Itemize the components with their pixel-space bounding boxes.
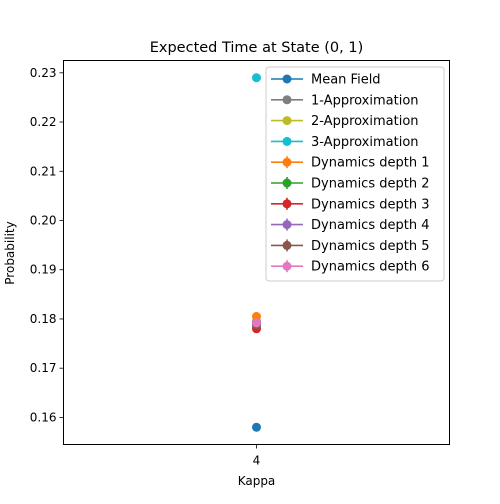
legend-marker bbox=[282, 157, 292, 167]
data-point bbox=[252, 422, 261, 432]
x-axis-label: Kappa bbox=[238, 474, 276, 488]
y-tick-label: 0.22 bbox=[30, 115, 57, 129]
legend-label: 1-Approximation bbox=[311, 93, 419, 108]
y-tick-label: 0.16 bbox=[30, 410, 57, 424]
y-tick-label: 0.21 bbox=[30, 164, 57, 178]
plot-frame bbox=[63, 60, 450, 445]
legend-marker bbox=[282, 261, 292, 271]
legend-label: Dynamics depth 1 bbox=[311, 156, 429, 171]
x-axis-ticks: 4 bbox=[253, 444, 261, 468]
legend-marker bbox=[282, 95, 292, 105]
data-point bbox=[252, 318, 261, 328]
legend-label: Dynamics depth 3 bbox=[311, 197, 429, 212]
legend-label: Dynamics depth 5 bbox=[311, 239, 429, 254]
legend-label: 3-Approximation bbox=[311, 135, 419, 150]
legend-label: Dynamics depth 2 bbox=[311, 177, 429, 192]
legend-marker bbox=[282, 240, 292, 250]
y-tick-label: 0.20 bbox=[30, 214, 57, 228]
legend-label: Dynamics depth 6 bbox=[311, 260, 429, 275]
legend-marker bbox=[282, 199, 292, 209]
legend-label: Mean Field bbox=[311, 73, 381, 88]
legend-box bbox=[265, 66, 445, 282]
y-tick-label: 0.23 bbox=[30, 66, 57, 80]
legend-marker bbox=[282, 220, 292, 230]
legend: Mean Field 1-Approximation 2-Approximation… bbox=[265, 66, 445, 282]
legend-marker bbox=[282, 116, 292, 126]
legend-label: 2-Approximation bbox=[311, 114, 419, 129]
y-tick-label: 0.18 bbox=[30, 312, 57, 326]
y-tick-label: 0.17 bbox=[30, 361, 57, 375]
data-points bbox=[252, 73, 261, 432]
y-axis-label: Probability bbox=[3, 221, 17, 284]
legend-marker bbox=[282, 74, 292, 84]
y-tick-label: 0.19 bbox=[30, 263, 57, 277]
legend-marker bbox=[282, 178, 292, 188]
data-point bbox=[252, 312, 261, 321]
y-axis-ticks: 0.16 0.17 0.18 0.19 0.20 0.21 0.22 0.23 bbox=[30, 66, 64, 424]
legend-label: Dynamics depth 4 bbox=[311, 218, 429, 233]
legend-marker bbox=[282, 136, 292, 146]
data-point bbox=[252, 73, 261, 83]
x-tick-label: 4 bbox=[253, 454, 261, 468]
chart-title: Expected Time at State (0, 1) bbox=[150, 40, 364, 56]
